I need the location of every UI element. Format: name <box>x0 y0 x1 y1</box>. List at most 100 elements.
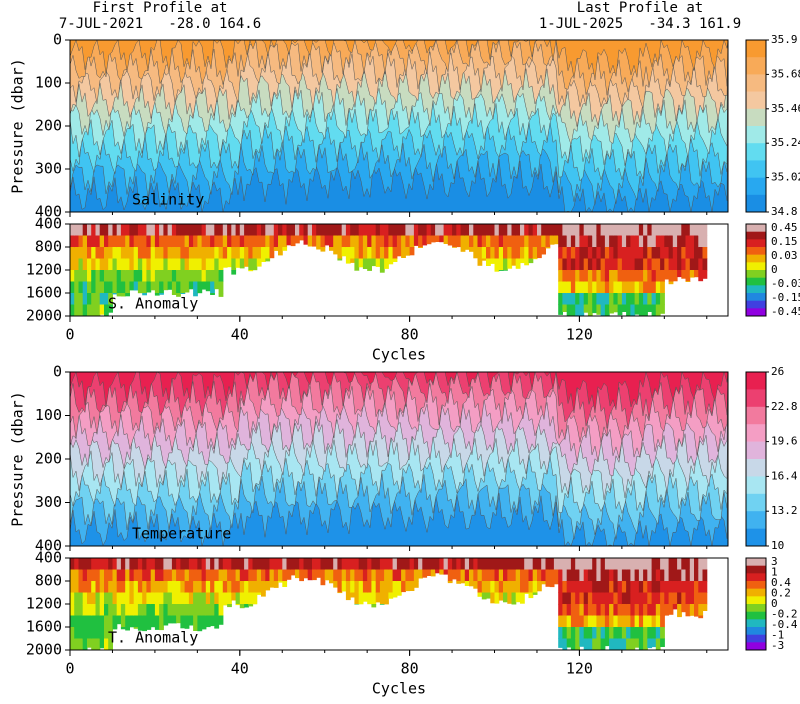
field-cell <box>477 581 483 593</box>
field-cell <box>82 247 88 259</box>
field-cell <box>600 270 606 282</box>
field-cell <box>443 235 449 244</box>
field-band <box>70 372 728 430</box>
field-cell <box>388 558 394 570</box>
field-cell <box>70 235 75 248</box>
field-cell <box>112 224 118 236</box>
field-cell <box>193 270 198 282</box>
field-cell <box>647 569 653 582</box>
field-cell <box>120 258 126 271</box>
field-cell <box>142 581 147 593</box>
field-cell <box>655 281 661 294</box>
field-cell <box>184 281 190 293</box>
field-cell <box>239 235 245 248</box>
field-cell <box>596 281 602 294</box>
y-axis-label: Pressure (dbar) <box>9 391 27 526</box>
field-cell <box>515 558 521 570</box>
field-cell <box>694 604 699 616</box>
field-cell <box>133 627 139 629</box>
field-cell <box>261 592 266 597</box>
field-cell <box>600 592 606 605</box>
field-cell <box>70 224 75 236</box>
field-cell <box>481 258 487 261</box>
colorbar-swatch <box>746 300 766 309</box>
field-cell <box>638 569 644 582</box>
field-cell <box>108 258 113 271</box>
field-cell <box>180 558 186 570</box>
field-cell <box>655 604 661 616</box>
field-cell <box>694 558 699 570</box>
field-cell <box>655 627 661 639</box>
field-cell <box>634 581 640 593</box>
field-cell <box>307 224 313 236</box>
colorbar-label: 0.03 <box>771 249 798 262</box>
field-cell <box>520 235 525 248</box>
field-cell <box>146 627 152 630</box>
field-cell <box>180 224 186 236</box>
x-tick-label: 40 <box>231 660 249 678</box>
colorbar-swatch <box>746 558 766 566</box>
field-cell <box>159 281 164 294</box>
field-cell <box>286 558 292 570</box>
field-cell <box>617 569 623 582</box>
field-cell <box>95 247 101 259</box>
field-cell <box>621 281 627 294</box>
field-cell <box>634 604 640 616</box>
field-cell <box>329 581 334 584</box>
field-cell <box>345 592 351 601</box>
field-cell <box>91 627 96 639</box>
field-cell <box>698 558 704 570</box>
field-cell <box>312 569 317 581</box>
field-cell <box>354 558 360 570</box>
field-cell <box>320 224 326 236</box>
field-cell <box>108 569 113 582</box>
field-cell <box>447 569 453 582</box>
field-cell <box>562 615 568 628</box>
field-cell <box>214 592 220 605</box>
field-cell <box>193 293 198 297</box>
field-cell <box>197 258 203 271</box>
field-cell <box>184 247 190 259</box>
field-cell <box>112 592 118 605</box>
field-cell <box>626 569 631 582</box>
field-cell <box>456 581 462 584</box>
field-cell <box>108 615 113 628</box>
x-axis-label: Cycles <box>372 680 426 698</box>
field-cell <box>668 235 674 248</box>
field-cell <box>104 581 109 593</box>
colorbar-swatch <box>746 581 766 589</box>
field-cell <box>562 558 568 570</box>
field-cell <box>231 592 237 601</box>
field-cell <box>579 569 585 582</box>
field-cell <box>295 224 300 236</box>
field-cell <box>341 581 347 592</box>
field-cell <box>324 569 330 581</box>
field-cell <box>205 615 211 628</box>
field-cell <box>672 270 678 282</box>
field-cell <box>626 304 631 316</box>
field-cell <box>613 569 619 582</box>
field-cell <box>350 581 355 593</box>
field-cell <box>447 224 453 236</box>
field-cell <box>604 627 610 639</box>
field-cell <box>108 592 113 605</box>
field-cell <box>112 615 118 628</box>
field-cell <box>426 235 432 245</box>
field-cell <box>664 247 670 259</box>
field-cell <box>473 235 479 248</box>
colorbar-swatch <box>746 389 766 408</box>
field-cell <box>129 604 135 616</box>
field-cell <box>664 592 670 605</box>
colorbar-label: -1 <box>771 629 784 642</box>
field-cell <box>592 293 597 305</box>
field-cell <box>337 569 343 582</box>
field-cell <box>235 581 241 593</box>
field-cell <box>596 592 602 605</box>
field-cell <box>354 258 360 271</box>
field-cell <box>609 293 614 305</box>
field-cell <box>125 581 130 593</box>
field-cell <box>528 581 534 593</box>
field-cell <box>486 581 491 593</box>
field-cell <box>702 270 708 279</box>
field-cell <box>210 235 215 248</box>
